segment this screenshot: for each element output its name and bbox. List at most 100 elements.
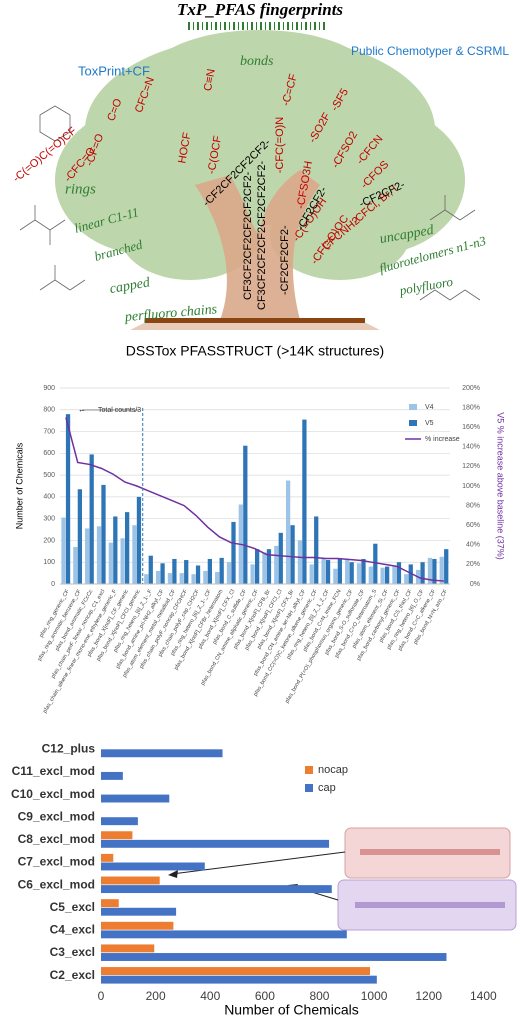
bar — [321, 558, 326, 584]
bar — [255, 549, 260, 584]
bar — [392, 566, 397, 584]
y-tick-label: C3_excl — [50, 945, 95, 959]
legend-label: % increase — [425, 436, 460, 443]
y-tick-label: C11_excl_mod — [12, 764, 95, 778]
bar — [262, 552, 267, 584]
bar — [309, 564, 314, 584]
bar — [274, 545, 279, 584]
y2-tick-label: 0% — [470, 581, 480, 588]
bar — [439, 556, 444, 584]
bar — [77, 489, 82, 584]
x-tick-label: 1400 — [470, 989, 497, 1003]
bar — [325, 560, 331, 584]
bar — [89, 454, 94, 584]
right-header: Public Chemotyper & CSRML — [351, 44, 509, 58]
bar — [101, 749, 223, 758]
bar — [207, 558, 212, 584]
bar — [61, 517, 66, 584]
group-label: C≡N — [202, 68, 218, 92]
bar — [408, 564, 413, 584]
bar — [345, 558, 350, 584]
y-tick-label: 200 — [43, 537, 55, 544]
bar — [266, 549, 272, 584]
y-tick-label: 100 — [43, 559, 55, 566]
y-tick-label: 600 — [43, 450, 55, 457]
bar — [73, 546, 78, 584]
branch-label: bonds — [240, 54, 274, 69]
bar — [203, 570, 208, 584]
branch-label: polyfluoro — [397, 274, 454, 298]
legend-label: V4 — [425, 404, 434, 411]
x-tick-label: 0 — [98, 989, 105, 1003]
y-tick-label: C8_excl_mod — [18, 832, 95, 846]
bar — [215, 572, 220, 584]
x-tick-label: 1200 — [415, 989, 442, 1003]
bar — [108, 542, 113, 584]
y2-tick-label: 160% — [462, 424, 480, 431]
y2-tick-label: 180% — [462, 404, 480, 411]
bar — [219, 557, 224, 584]
bar — [380, 567, 385, 584]
bar — [101, 930, 347, 939]
bar — [101, 907, 177, 916]
y-tick-label: 300 — [43, 516, 55, 523]
bar — [184, 560, 189, 584]
bar — [368, 566, 373, 584]
legend-swatch — [305, 784, 313, 792]
x-tick-label: 1000 — [361, 989, 388, 1003]
bar — [250, 564, 255, 584]
y-tick-label: C12_plus — [42, 741, 96, 755]
bar — [160, 563, 165, 584]
y-tick-label: C10_excl_mod — [11, 787, 95, 801]
y-tick-label: 500 — [43, 472, 55, 479]
bar — [349, 562, 354, 584]
chain-label: CF3CF2CF2CF2CF2CF2CF2- — [256, 161, 268, 310]
y-tick-label: 700 — [43, 428, 55, 435]
bar — [101, 899, 119, 908]
legend-swatch — [409, 404, 417, 410]
bar — [356, 563, 362, 584]
bar — [290, 525, 295, 584]
bar — [396, 562, 402, 584]
bar — [155, 570, 161, 584]
molecule-insets — [168, 827, 517, 931]
bar — [85, 528, 90, 584]
group-label: HOCF — [176, 131, 193, 164]
legend-label: cap — [318, 782, 336, 794]
bar — [373, 543, 378, 584]
y2-tick-label: 80% — [466, 502, 480, 509]
bar — [101, 967, 371, 975]
bar — [226, 562, 232, 584]
bar — [101, 862, 205, 871]
branch-label: capped — [109, 275, 152, 297]
y-tick-label: C9_excl_mod — [18, 809, 95, 823]
y2-tick-label: 20% — [466, 561, 480, 568]
bar — [144, 574, 149, 584]
bar — [195, 565, 201, 584]
annotation: Total counts/3 — [98, 407, 141, 414]
bar — [125, 512, 130, 584]
y-tick-label: C7_excl_mod — [18, 855, 95, 869]
y-tick-label: C4_excl — [50, 923, 95, 937]
x-tick-label: 800 — [309, 989, 329, 1003]
bar — [285, 480, 291, 584]
chain-label: CF3CF2CF2CF2CF2CF2- — [242, 171, 254, 300]
y-tick-label: 0 — [51, 581, 55, 588]
bar — [297, 540, 303, 584]
illustration-title: TxP_PFAS fingerprints — [177, 0, 343, 19]
y-tick-label: C6_excl_mod — [18, 877, 95, 891]
bar — [361, 558, 366, 584]
bar — [172, 558, 177, 584]
y2-tick-label: 60% — [466, 522, 480, 529]
bar — [444, 549, 449, 584]
legend-label: V5 — [425, 420, 434, 427]
bar — [101, 771, 123, 780]
bar — [132, 525, 137, 584]
bar — [113, 516, 118, 584]
bar — [120, 538, 125, 584]
legend-swatch — [305, 766, 313, 774]
bar — [101, 794, 170, 803]
y-axis-label: Number of Chemicals — [14, 442, 24, 529]
bar — [314, 516, 319, 584]
